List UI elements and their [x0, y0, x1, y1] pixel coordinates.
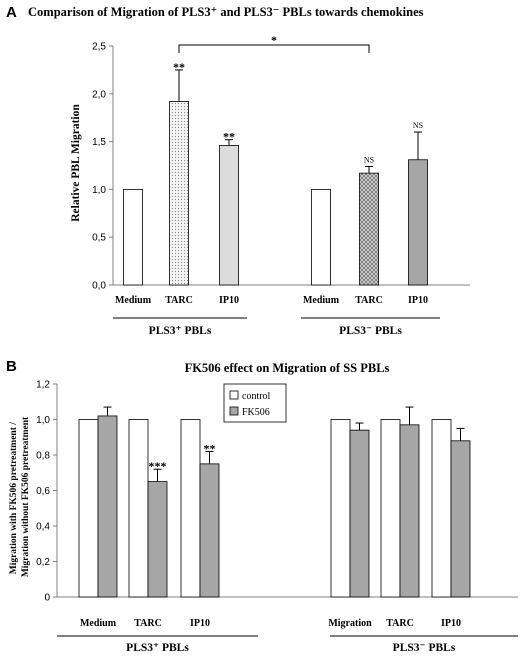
legend-swatch	[229, 390, 239, 400]
bracket-label: *	[271, 33, 277, 47]
category-label: Medium	[115, 295, 152, 306]
panel-b-chart: 0 0,2 0,4 0,6 0,8 1,0 1,2 Medium *** TARC ** IP10 Mi…	[36, 380, 518, 654]
panel-a-letter: A	[6, 4, 17, 21]
bar	[431, 419, 452, 598]
bar	[123, 188, 143, 286]
significance-label: ***	[149, 459, 167, 473]
category-label: TARC	[386, 618, 414, 629]
category-label: IP10	[190, 618, 210, 629]
legend-label: control	[242, 391, 271, 402]
bar	[199, 463, 220, 598]
y-tick-label: 0,8	[36, 451, 50, 462]
y-tick-label: 0,0	[92, 281, 106, 292]
bar	[408, 159, 428, 286]
legend-box	[223, 383, 287, 423]
bar	[128, 419, 149, 598]
category-label: TARC	[355, 295, 383, 306]
bar	[97, 415, 118, 598]
group-label: PLS3⁺ PBLs	[126, 642, 189, 654]
bar	[147, 481, 168, 598]
y-tick-label: 0,6	[36, 486, 50, 497]
y-tick-label: 1,2	[36, 380, 50, 391]
bar	[349, 429, 370, 598]
bar	[359, 172, 379, 286]
significance-label: **	[173, 60, 185, 74]
bar	[169, 101, 189, 286]
panel-a-y-axis-label: Relative PBL Migration	[70, 104, 82, 222]
bar	[399, 424, 420, 598]
panel-a-title: Comparison of Migration of PLS3⁺ and PLS…	[28, 5, 424, 19]
category-label: IP10	[219, 295, 239, 306]
category-label: Medium	[80, 618, 117, 629]
y-tick-label: 0,5	[92, 233, 106, 244]
panel-b-title: FK506 effect on Migration of SS PBLs	[185, 361, 390, 375]
significance-bracket	[178, 44, 370, 53]
bar	[180, 419, 201, 598]
panel-b-y-axis-label: Migration with FK506 pretreatment / Migr…	[9, 416, 31, 577]
legend-swatch	[229, 406, 239, 416]
y-tick-label: 1,0	[92, 185, 106, 196]
category-label: Migration	[328, 618, 372, 629]
bar	[330, 419, 351, 598]
significance-label: **	[223, 130, 235, 144]
group-label: PLS3⁻ PBLs	[393, 642, 456, 654]
panel-a-chart: 0,0 0,5 1,0 1,5 2,0 2,5 Medium ** TARC ** IP10 Medi…	[92, 33, 470, 337]
y-tick-label: 0,4	[36, 522, 50, 533]
y-tick-label: 2,5	[92, 42, 106, 53]
bar	[219, 145, 239, 286]
bar	[78, 419, 99, 598]
group-label: PLS3⁻ PBLs	[339, 325, 402, 337]
panel-b-y-axis-label-line-2: Migration without FK506 pretreatment	[21, 416, 31, 577]
panel-b-y-axis-label-line-1: Migration with FK506 pretreatment /	[9, 422, 19, 575]
category-label: Medium	[303, 295, 340, 306]
category-label: IP10	[441, 618, 461, 629]
significance-label: **	[204, 441, 216, 455]
significance-label: NS	[413, 121, 423, 130]
category-label: IP10	[408, 295, 428, 306]
legend: control FK506	[223, 383, 287, 423]
panel-b-letter: B	[6, 358, 17, 375]
category-label: TARC	[134, 618, 162, 629]
category-label: TARC	[165, 295, 193, 306]
y-tick-label: 1,5	[92, 137, 106, 148]
significance-label: NS	[364, 155, 374, 164]
legend-label: FK506	[242, 407, 270, 418]
bar	[450, 440, 471, 598]
group-label: PLS3⁺ PBLs	[149, 325, 212, 337]
y-tick-label: 0,2	[36, 557, 50, 568]
y-tick-label: 0	[44, 593, 50, 604]
y-tick-label: 2,0	[92, 89, 106, 100]
y-tick-label: 1,0	[36, 415, 50, 426]
bar	[380, 419, 401, 598]
bar	[311, 188, 331, 286]
